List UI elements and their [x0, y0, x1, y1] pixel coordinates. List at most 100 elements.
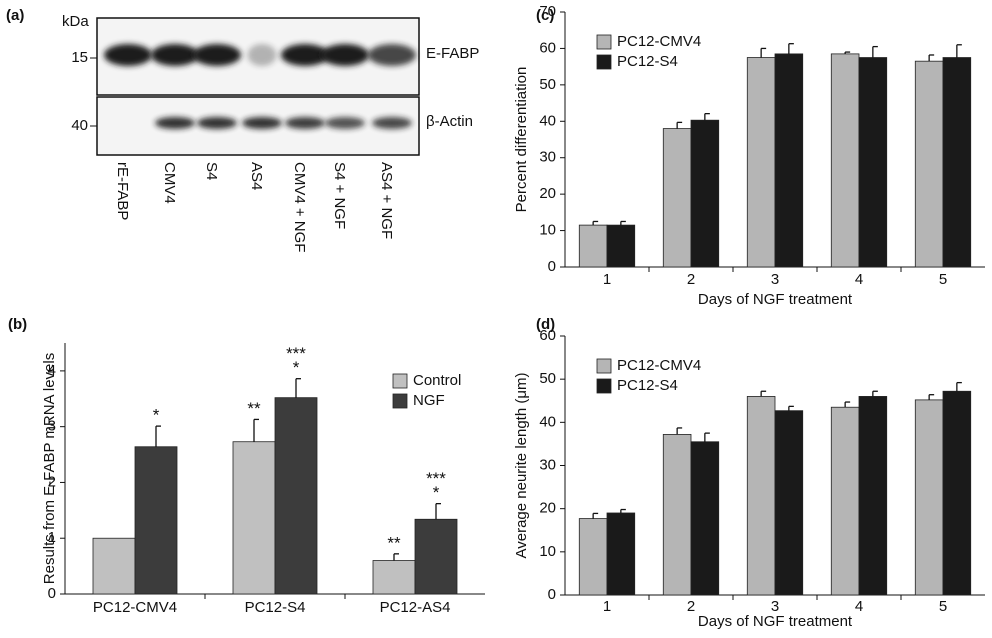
x-tick-label: 3: [771, 271, 779, 288]
bar: [914, 399, 944, 596]
y-tick-label: 70: [539, 3, 556, 20]
bar: [858, 57, 888, 268]
y-tick-label: 2: [48, 473, 56, 490]
chart-panel: (c) 0 10 20 30 40 50 60 70 1 2 3 4 5 Days of NGF treat…: [513, 3, 985, 308]
y-tick-label: 30: [539, 149, 556, 166]
lane-label: S4 + NGF: [331, 162, 348, 229]
bar: [858, 396, 888, 596]
legend-swatch: [596, 54, 612, 70]
bar: [774, 53, 804, 268]
y-tick-label: 10: [539, 543, 556, 560]
significance-mark: ***: [286, 344, 306, 363]
legend-label: NGF: [413, 392, 445, 409]
y-tick-label: 20: [539, 500, 556, 517]
y-tick-label: 60: [539, 39, 556, 56]
y-tick-label: 50: [539, 76, 556, 93]
significance-mark: *: [433, 483, 440, 502]
bar: [942, 390, 972, 596]
bar: [746, 396, 776, 596]
band-label: E-FABP: [426, 45, 479, 62]
band: [151, 44, 199, 66]
band: [368, 44, 416, 66]
x-tick-label: PC12-CMV4: [93, 599, 177, 616]
x-tick-label: 4: [855, 271, 863, 288]
x-axis-title: Days of NGF treatment: [698, 291, 853, 308]
bar: [134, 446, 178, 595]
panel-label: (b): [8, 316, 27, 333]
chart-panel: (b)01234PC12-CMV4*PC12-S4******PC12-AS4*…: [8, 316, 485, 616]
lane-label: rE-FABP: [114, 162, 131, 220]
x-tick-label: 5: [939, 271, 947, 288]
legend-swatch: [596, 378, 612, 394]
y-tick-label: 1: [48, 529, 56, 546]
bar: [414, 518, 458, 595]
panel-label: (d): [536, 316, 555, 333]
x-tick-label: 1: [603, 271, 611, 288]
y-tick-label: 40: [539, 413, 556, 430]
band: [242, 117, 282, 129]
band: [197, 117, 237, 129]
band-label: β-Actin: [426, 113, 473, 130]
bar: [578, 224, 608, 268]
y-axis-title: Results from E-FABP mRNA levels: [41, 353, 58, 584]
band: [193, 44, 241, 66]
band: [285, 117, 325, 129]
y-tick-label: 0: [48, 585, 56, 602]
legend-swatch: [392, 393, 408, 409]
y-axis-title: Percent differentiation: [513, 67, 530, 213]
y-tick-label: 3: [48, 418, 56, 435]
x-tick-label: 2: [687, 598, 695, 615]
significance-mark: *: [293, 358, 300, 377]
y-tick-label: 0: [548, 586, 556, 603]
band: [281, 44, 329, 66]
bar: [232, 441, 276, 595]
panel-label: (c): [536, 7, 554, 24]
significance-mark: **: [387, 533, 401, 552]
legend-label: PC12-S4: [617, 377, 678, 394]
marker-label: 15: [71, 49, 88, 66]
bar: [690, 119, 720, 268]
x-tick-label: 5: [939, 598, 947, 615]
panel-label: (a): [6, 7, 24, 24]
bar: [830, 406, 860, 596]
band: [104, 44, 152, 66]
y-tick-label: 50: [539, 370, 556, 387]
bar: [274, 397, 318, 595]
legend-label: Control: [413, 372, 461, 389]
y-tick-label: 10: [539, 222, 556, 239]
bar: [606, 512, 636, 596]
y-tick-label: 40: [539, 112, 556, 129]
bar: [690, 441, 720, 596]
legend-label: PC12-S4: [617, 53, 678, 70]
bar: [830, 53, 860, 268]
band: [247, 44, 277, 66]
lane-label: AS4: [248, 162, 265, 190]
x-tick-label: 3: [771, 598, 779, 615]
lane-label: CMV4: [161, 162, 178, 204]
legend-swatch: [392, 373, 408, 389]
bar: [662, 434, 692, 596]
significance-mark: **: [247, 399, 261, 418]
y-tick-label: 20: [539, 185, 556, 202]
bar: [92, 537, 136, 595]
lane-label: S4: [203, 162, 220, 180]
bar: [578, 518, 608, 596]
x-tick-label: PC12-AS4: [380, 599, 451, 616]
bar: [774, 410, 804, 596]
lane-label: AS4 + NGF: [378, 162, 395, 239]
chart-panel: (d) 0 10 20 30 40 50 60 1 2 3 4 5 Days of NGF treatme…: [513, 316, 985, 630]
western-blot: (a) kDa 15 40 E-FABP β-Actin rE-FABP CMV4…: [6, 7, 479, 252]
significance-mark: *: [153, 406, 160, 425]
x-tick-label: PC12-S4: [245, 599, 306, 616]
legend-label: PC12-CMV4: [617, 357, 701, 374]
lane-label: CMV4 + NGF: [291, 162, 308, 252]
bar: [746, 57, 776, 268]
x-tick-label: 2: [687, 271, 695, 288]
significance-mark: ***: [426, 469, 446, 488]
bar: [662, 128, 692, 268]
band: [372, 117, 412, 129]
legend-swatch: [596, 358, 612, 374]
legend-swatch: [596, 34, 612, 50]
bar: [942, 57, 972, 268]
